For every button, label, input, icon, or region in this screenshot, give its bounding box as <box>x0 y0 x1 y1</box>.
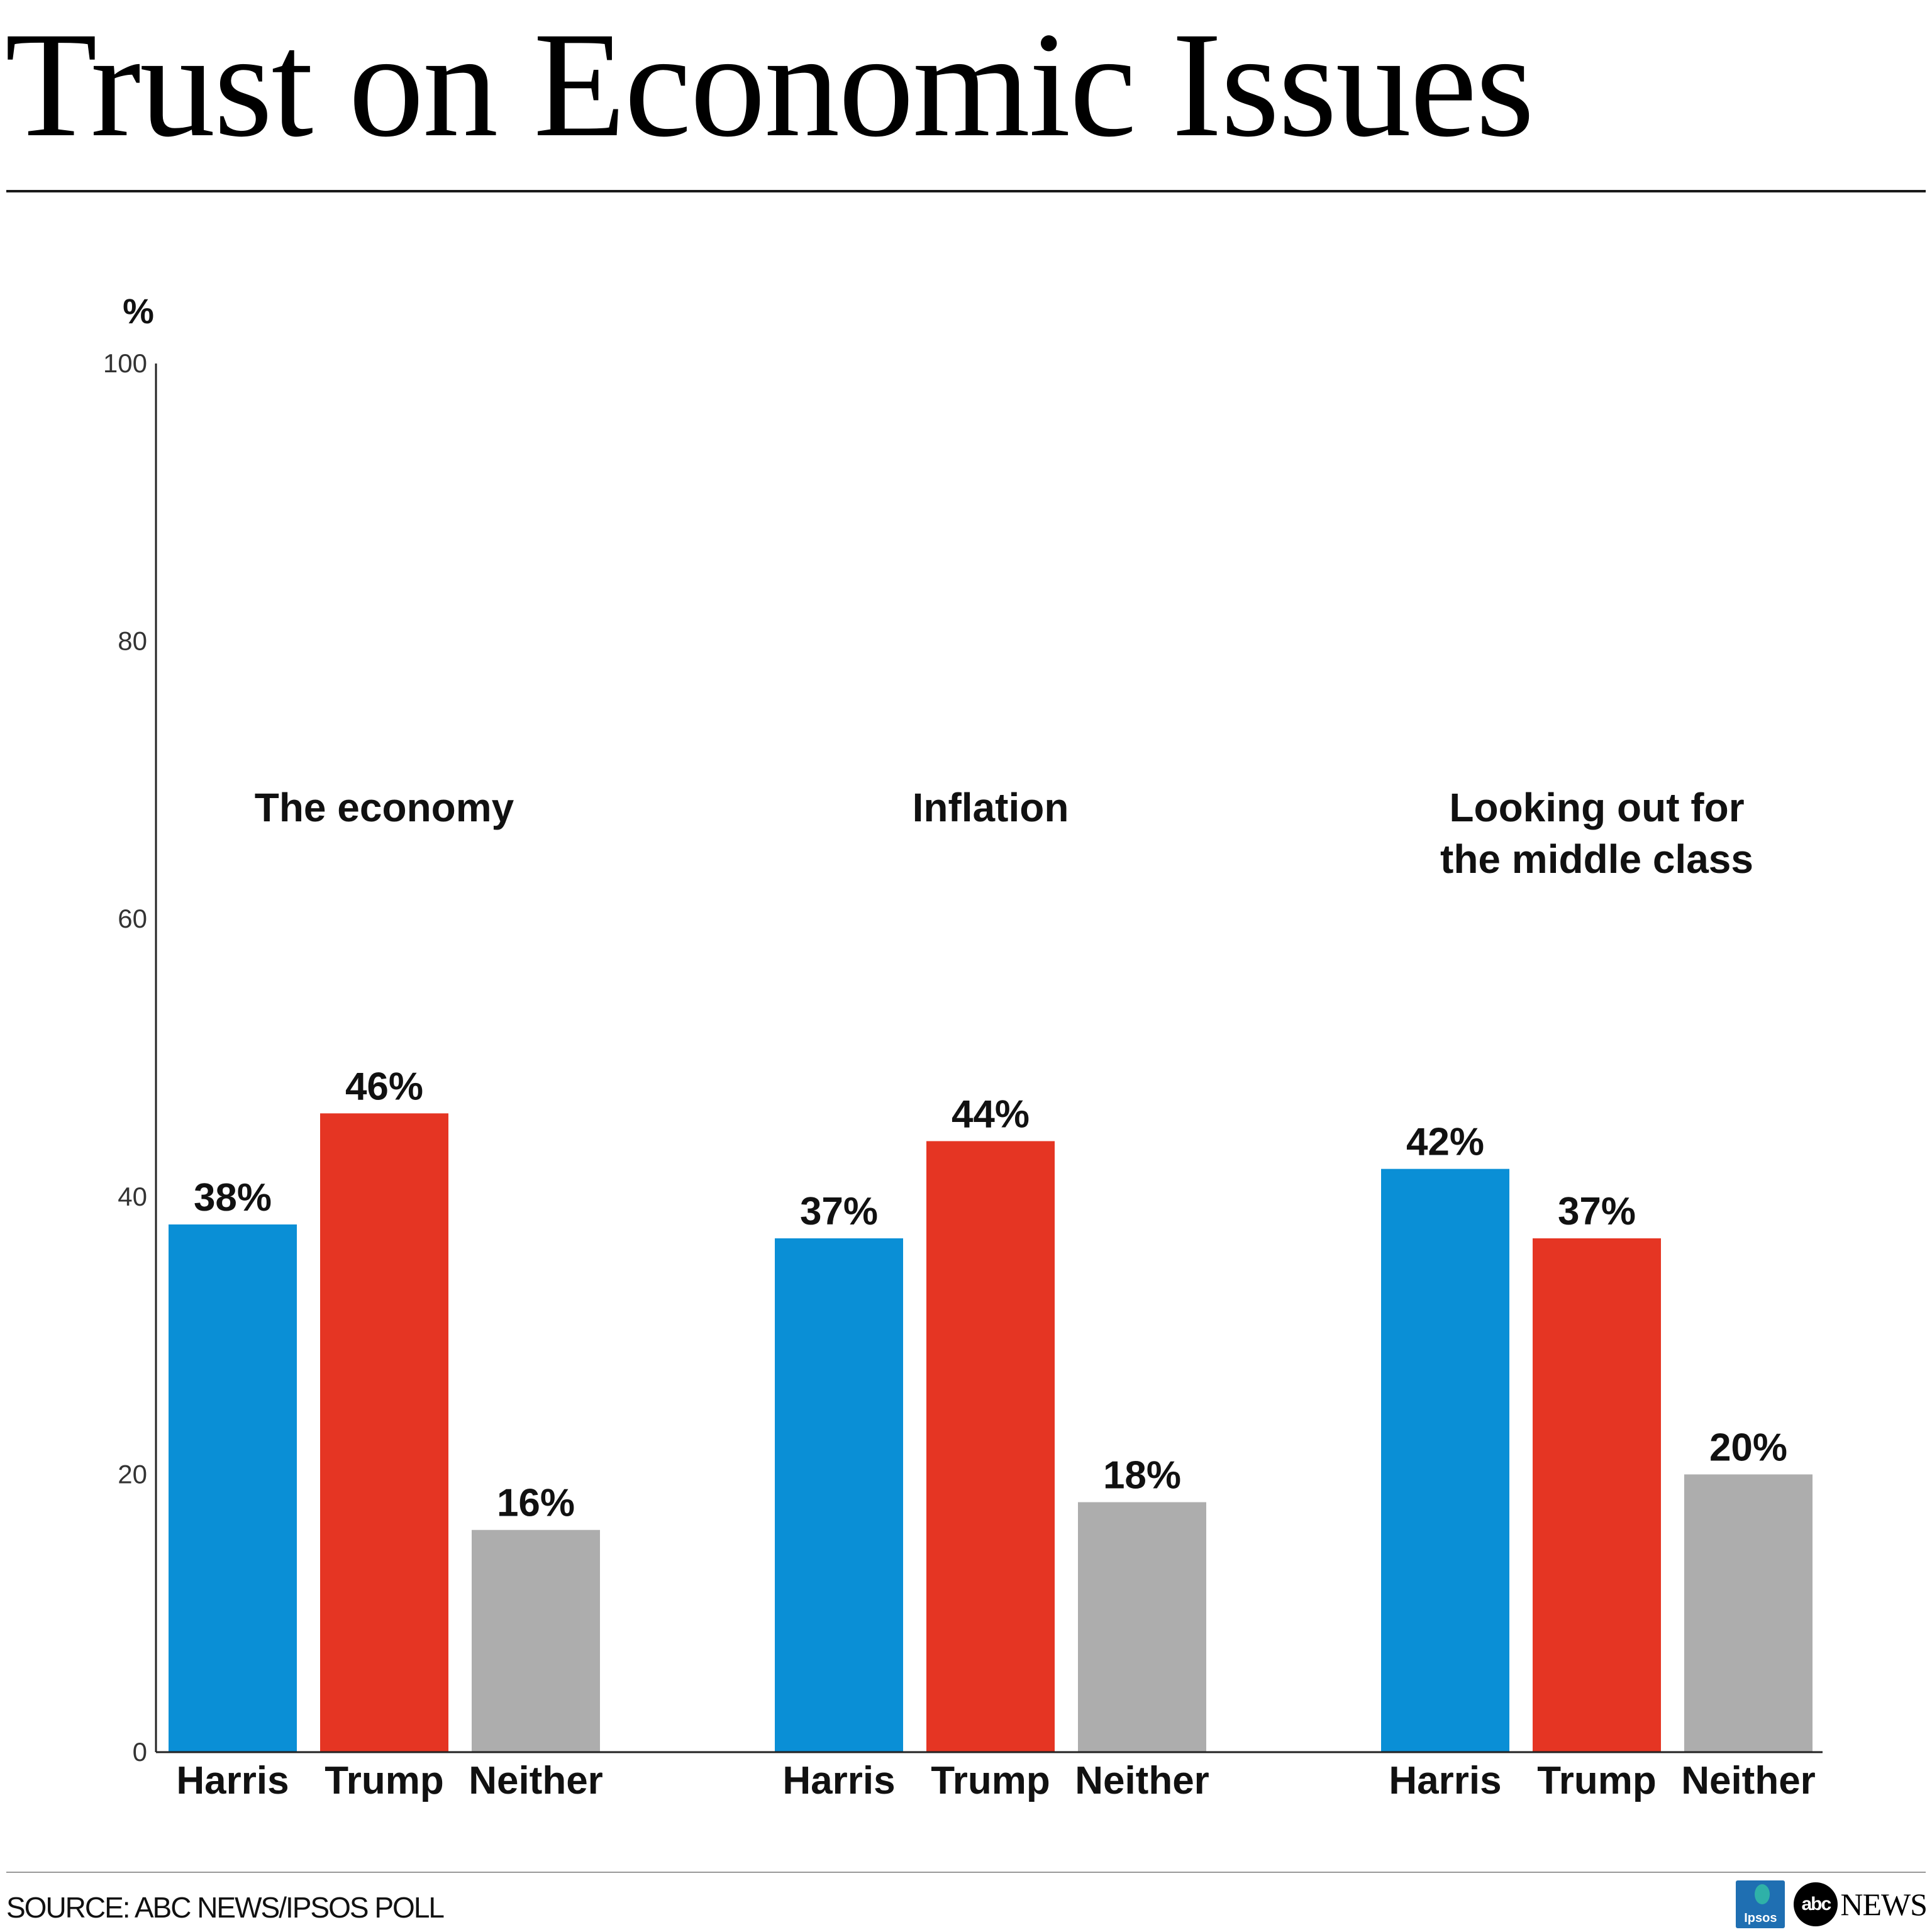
y-tick-label: 40 <box>118 1182 147 1211</box>
group-title: The economy <box>255 785 514 830</box>
ipsos-logo-text: Ipsos <box>1744 1911 1777 1925</box>
value-label: 20% <box>1709 1426 1787 1469</box>
bar-harris <box>1381 1169 1509 1752</box>
ipsos-mark-icon <box>1755 1884 1770 1904</box>
abc-news-wordmark: NEWS <box>1840 1887 1928 1922</box>
bar-trump <box>926 1141 1055 1752</box>
abc-news-logo: abc NEWS <box>1794 1882 1928 1926</box>
bar-neither <box>1684 1474 1813 1752</box>
ipsos-logo: Ipsos <box>1736 1880 1785 1928</box>
bar-chart: 0 20 40 60 80 100% The economy 38% Harris 46% Trum… <box>103 291 1823 1802</box>
y-axis-label: % <box>123 291 154 331</box>
value-label: 16% <box>497 1482 575 1525</box>
value-label: 38% <box>194 1176 272 1219</box>
x-category-label: Trump <box>1537 1759 1656 1802</box>
title-divider <box>6 190 1926 192</box>
bar-harris <box>775 1238 903 1752</box>
x-category-label: Harris <box>1389 1759 1501 1802</box>
group-title: Inflation <box>913 785 1069 830</box>
bar-harris <box>169 1224 297 1752</box>
y-tick-label: 0 <box>133 1737 147 1767</box>
logo-bar: Ipsos abc NEWS <box>1736 1880 1928 1928</box>
bar-trump <box>1533 1238 1661 1752</box>
y-tick-label: 100 <box>103 348 147 378</box>
value-label: 18% <box>1103 1454 1181 1497</box>
bar-neither <box>1078 1502 1206 1752</box>
bar-trump <box>320 1113 448 1752</box>
y-tick-label: 80 <box>118 626 147 656</box>
abc-circle-logo: abc <box>1794 1882 1838 1926</box>
value-label: 42% <box>1406 1121 1484 1164</box>
group-title: Looking out for <box>1449 785 1744 830</box>
group-title: the middle class <box>1440 836 1753 882</box>
x-category-label: Neither <box>1075 1759 1209 1802</box>
bar-neither <box>472 1530 600 1752</box>
chart-title: Trust on Economic Issues <box>5 1 1535 168</box>
y-tick-label: 60 <box>118 904 147 933</box>
x-category-label: Trump <box>931 1759 1050 1802</box>
x-category-label: Harris <box>176 1759 289 1802</box>
value-label: 46% <box>345 1065 423 1108</box>
x-category-label: Neither <box>1681 1759 1816 1802</box>
x-category-label: Trump <box>325 1759 443 1802</box>
x-category-label: Harris <box>782 1759 895 1802</box>
source-note: SOURCE: ABC NEWS/IPSOS POLL <box>6 1891 445 1924</box>
x-category-label: Neither <box>469 1759 603 1802</box>
footer-divider <box>6 1872 1926 1873</box>
value-label: 44% <box>952 1092 1030 1136</box>
value-label: 37% <box>800 1190 878 1233</box>
value-label: 37% <box>1558 1190 1636 1233</box>
y-tick-label: 20 <box>118 1459 147 1489</box>
